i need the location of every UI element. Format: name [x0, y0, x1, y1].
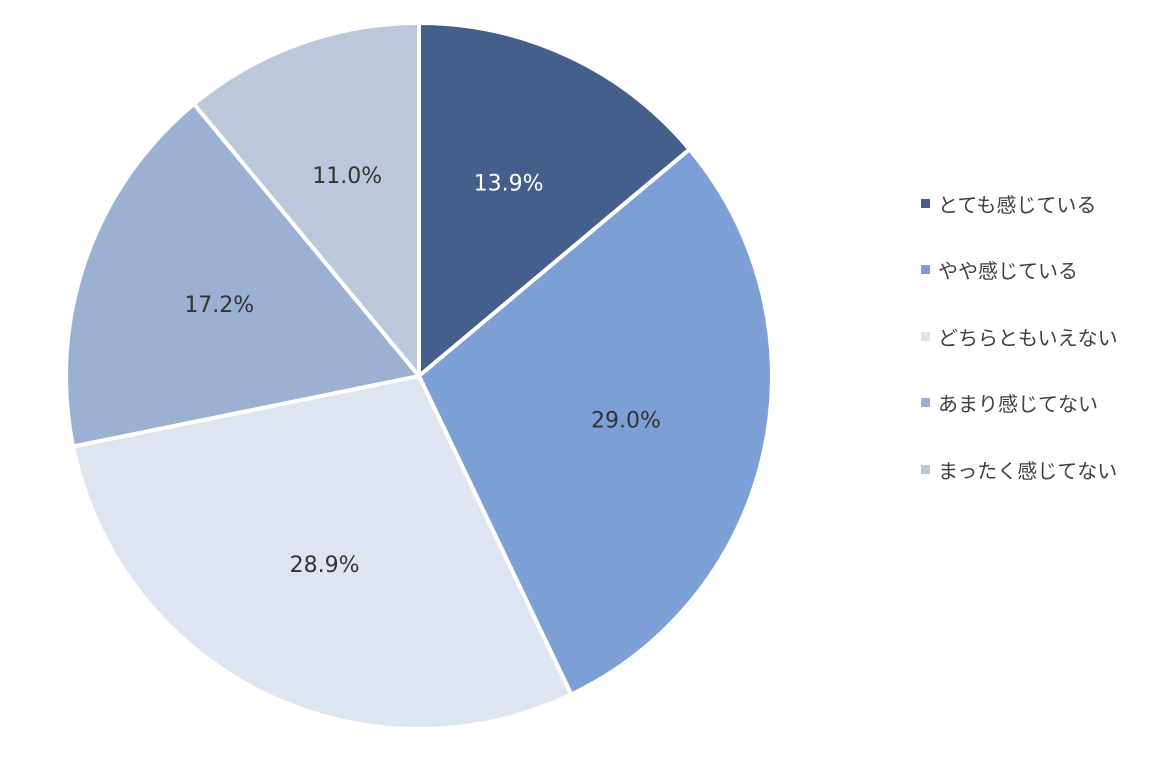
pie-data-labels: 13.9% 29.0% 28.9% 17.2% 11.0%: [184, 164, 661, 578]
legend-item: あまり感じてない: [921, 386, 1151, 420]
legend-item: やや感じている: [921, 253, 1151, 287]
pie-slice: [71, 374, 574, 731]
data-label: 17.2%: [184, 293, 254, 318]
legend-item: とても感じている: [921, 186, 1151, 220]
data-label: 11.0%: [312, 164, 382, 189]
legend-label: まったく感じてない: [938, 458, 1118, 483]
legend-swatch: [921, 464, 930, 474]
pie-slice: [417, 21, 692, 378]
legend-swatch: [921, 265, 930, 274]
legend-item: まったく感じてない: [921, 452, 1151, 486]
legend-swatch: [921, 331, 930, 341]
legend-swatch: [921, 398, 930, 407]
legend-item: どちらともいえない: [921, 319, 1151, 353]
legend-swatch: [921, 198, 930, 208]
pie-slices: [64, 21, 774, 731]
legend-label: どちらともいえない: [938, 325, 1118, 350]
pie-slice: [64, 102, 421, 449]
legend: とても感じている やや感じている どちらともいえない あまり感じてない まったく…: [921, 186, 1151, 519]
data-label: 13.9%: [474, 172, 544, 197]
legend-label: あまり感じてない: [938, 392, 1098, 416]
data-label: 29.0%: [591, 408, 661, 433]
legend-label: とても感じている: [938, 192, 1097, 217]
data-label: 28.9%: [290, 553, 360, 578]
legend-label: やや感じている: [938, 259, 1078, 283]
pie-slice: [191, 21, 421, 378]
